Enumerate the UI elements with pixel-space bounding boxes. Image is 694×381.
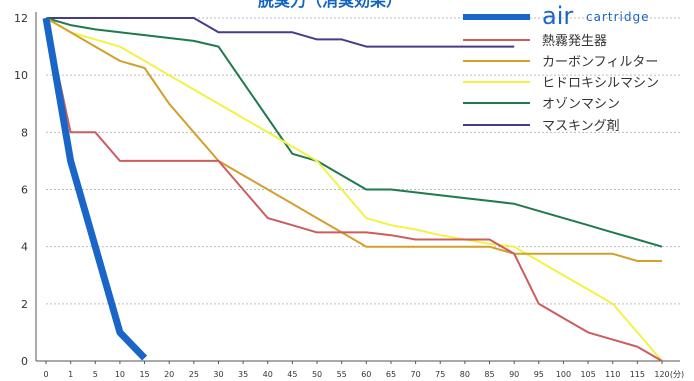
x-tick-label: 120 (654, 370, 669, 379)
x-tick-label: 10 (115, 370, 125, 379)
x-tick-label: 100 (556, 370, 571, 379)
series-line-1 (45, 17, 663, 362)
x-tick-label: 115 (630, 370, 645, 379)
x-tick-label: 15 (139, 370, 149, 379)
x-tick-label: 110 (605, 370, 620, 379)
legend-label-air-main: air (542, 2, 573, 30)
x-tick-label: 95 (534, 370, 544, 379)
series-lines (42, 17, 663, 362)
x-tick-label: 20 (164, 370, 174, 379)
x-tick-label: 55 (337, 370, 347, 379)
x-tick-label: 70 (411, 370, 421, 379)
x-axis-ticks: 0 1 5 10 15 20 25 30 35 40 45 50 55 60 65 70 75 80 85 90 95 1… (43, 361, 684, 379)
series-line-0 (42, 17, 148, 361)
x-tick-label: 5 (93, 370, 98, 379)
x-tick-label: 90 (509, 370, 519, 379)
series-line-2 (45, 17, 662, 262)
y-axis-ticks: 0 2 4 6 8 10 12 (14, 12, 28, 368)
legend-label-air-sub: cartridge (586, 10, 649, 24)
x-tick-label: 1 (68, 370, 73, 379)
legend-label-2: カーボンフィルター (542, 55, 658, 70)
x-axis-unit-label: (分) (670, 370, 684, 379)
x-tick-label: 75 (435, 370, 445, 379)
x-tick-label: 80 (460, 370, 470, 379)
y-tick-label: 12 (14, 12, 28, 25)
legend-label-4: オゾンマシン (542, 97, 620, 112)
legend-label-3: ヒドロキシルマシン (542, 76, 659, 91)
y-tick-label: 6 (21, 184, 28, 197)
y-tick-label: 0 (21, 355, 28, 368)
x-tick-label: 0 (43, 370, 48, 379)
x-tick-label: 30 (213, 370, 223, 379)
y-tick-label: 4 (21, 241, 28, 254)
x-tick-label: 25 (189, 370, 199, 379)
x-tick-label: 40 (263, 370, 273, 379)
x-tick-label: 85 (484, 370, 494, 379)
series-line-3 (45, 17, 663, 362)
legend: air cartridge 熱霧発生器カーボンフィルターヒドロキシルマシンオゾンマシ… (463, 2, 659, 134)
x-tick-label: 65 (386, 370, 396, 379)
y-tick-label: 10 (14, 69, 28, 82)
x-tick-label: 35 (238, 370, 248, 379)
x-tick-label: 45 (287, 370, 297, 379)
axes (35, 12, 680, 362)
y-tick-label: 8 (21, 126, 28, 139)
chart-title: 脱臭力（消臭効果） (258, 0, 402, 10)
x-tick-label: 60 (361, 370, 371, 379)
series-line-4 (45, 17, 663, 248)
x-tick-label: 50 (312, 370, 322, 379)
legend-label-1: 熱霧発生器 (542, 34, 607, 49)
legend-label-5: マスキング剤 (542, 118, 620, 134)
x-tick-label: 105 (580, 370, 595, 379)
series-line-5 (46, 17, 515, 48)
y-tick-label: 2 (21, 298, 28, 311)
